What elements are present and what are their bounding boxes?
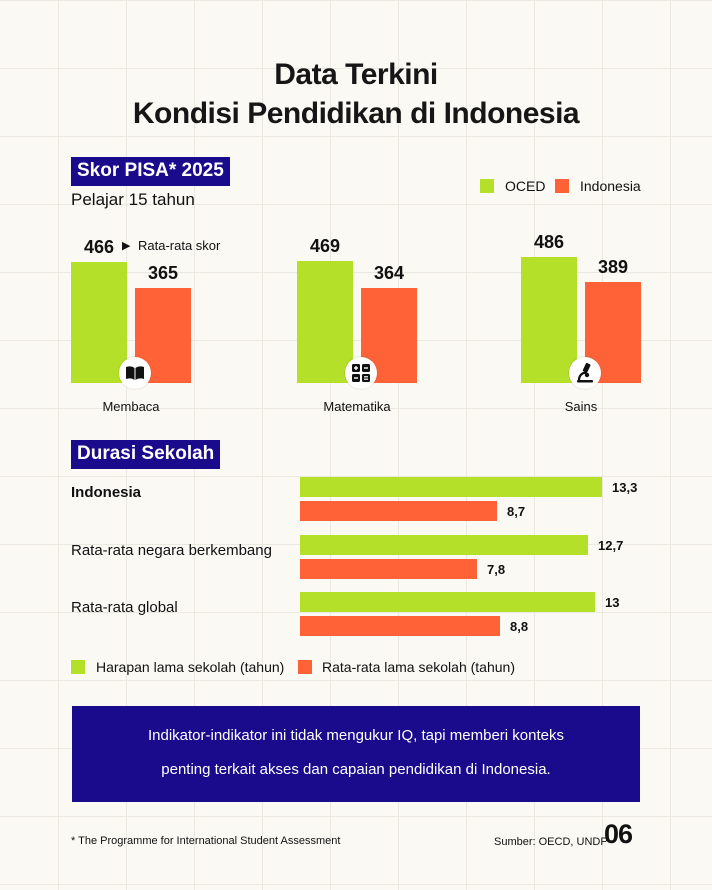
- title-line-2: Kondisi Pendidikan di Indonesia: [132, 97, 580, 130]
- title-line-1: Data Terkini: [274, 58, 438, 91]
- row-label-1: Rata-rata negara berkembang: [71, 542, 272, 559]
- hbar-harapan-0: [300, 477, 602, 497]
- hbar-value-harapan-1: 12,7: [598, 538, 624, 553]
- hbar-rata-rata-2: [300, 616, 500, 636]
- page-number: 06: [604, 819, 633, 849]
- durasi-section-tag: Durasi Sekolah: [71, 440, 221, 469]
- bar-value-oced-membaca: 466: [83, 237, 115, 257]
- hbar-rata-rata-1: [300, 559, 477, 579]
- calculator-icon: [345, 357, 377, 389]
- triangle-marker-icon: ▶: [122, 240, 131, 252]
- bar-value-indonesia-membaca: 365: [147, 263, 179, 283]
- bar-oced-sains: [521, 257, 577, 383]
- pisa-subtitle: Pelajar 15 tahun: [71, 190, 195, 209]
- hbar-value-harapan-2: 13: [605, 595, 620, 610]
- row-label-2: Rata-rata global: [71, 599, 178, 616]
- hbar-value-rata-rata-0: 8,7: [507, 504, 526, 519]
- legend-swatch-oced: [480, 179, 494, 193]
- hbar-value-rata-rata-2: 8,8: [510, 619, 529, 634]
- pisa-section-tag: Skor PISA* 2025: [71, 157, 230, 186]
- info-line-1: Indikator-indikator ini tidak mengukur I…: [147, 727, 564, 744]
- pisa-bar-chart: 466 365 Membaca 469 364 Matematika 486 389 Sains: [0, 0, 712, 430]
- hbar-rata-rata-0: [300, 501, 497, 521]
- microscope-icon: [569, 357, 601, 389]
- bar-value-indonesia-matematika: 364: [373, 263, 405, 283]
- bar-oced-membaca: [71, 262, 127, 383]
- hbar-harapan-2: [300, 592, 595, 612]
- footnote: * The Programme for International Studen…: [71, 835, 341, 847]
- legend-label-oced: OCED: [505, 178, 546, 194]
- legend-label-harapan: Harapan lama sekolah (tahun): [96, 659, 285, 675]
- legend-swatch-rata-rata: [298, 660, 312, 674]
- bar-value-oced-sains: 486: [533, 232, 565, 252]
- info-box: Indikator-indikator ini tidak mengukur I…: [72, 706, 640, 802]
- durasi-bar-chart: Indonesia 13,3 8,7 Rata-rata negara berkemb…: [0, 470, 712, 640]
- legend-swatch-indonesia: [555, 179, 569, 193]
- average-score-note: Rata-rata skor: [138, 238, 221, 253]
- hbar-value-rata-rata-1: 7,8: [487, 562, 506, 577]
- bar-value-oced-matematika: 469: [309, 236, 341, 256]
- book-icon: [119, 357, 151, 389]
- bar-oced-matematika: [297, 261, 353, 383]
- legend-label-rata-rata: Rata-rata lama sekolah (tahun): [322, 659, 515, 675]
- info-line-2: penting terkait akses dan capaian pendid…: [161, 761, 551, 778]
- category-label-membaca: Membaca: [102, 399, 160, 414]
- source-note: Sumber: OECD, UNDP: [494, 836, 608, 848]
- bar-value-indonesia-sains: 389: [597, 257, 629, 277]
- category-label-sains: Sains: [564, 399, 598, 414]
- legend-swatch-harapan: [71, 660, 85, 674]
- category-label-matematika: Matematika: [323, 399, 391, 414]
- hbar-value-harapan-0: 13,3: [612, 480, 638, 495]
- legend-label-indonesia: Indonesia: [580, 178, 641, 194]
- hbar-harapan-1: [300, 535, 588, 555]
- row-label-0: Indonesia: [71, 484, 142, 501]
